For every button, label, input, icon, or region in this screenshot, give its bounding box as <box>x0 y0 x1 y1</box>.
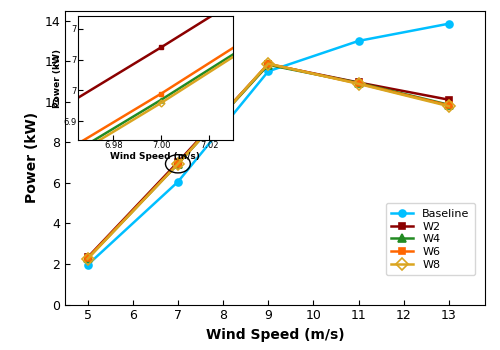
W2 <box>84 256 90 260</box>
W8 <box>84 257 90 261</box>
Legend: Baseline, W2, W4, W6, W8: Baseline, W2, W4, W6, W8 <box>386 203 475 275</box>
Baseline <box>265 69 271 73</box>
W8 <box>265 62 271 66</box>
W8 <box>446 104 452 108</box>
Line: W4: W4 <box>84 61 453 262</box>
W6 <box>446 103 452 107</box>
Baseline <box>356 39 362 43</box>
W2 <box>265 62 271 66</box>
W8 <box>175 162 181 166</box>
W4 <box>446 103 452 107</box>
Line: W6: W6 <box>84 60 452 261</box>
W4 <box>175 162 181 166</box>
Line: Baseline: Baseline <box>84 20 452 268</box>
W4 <box>356 81 362 85</box>
Baseline <box>175 180 181 184</box>
W4 <box>265 63 271 67</box>
Baseline <box>446 22 452 26</box>
X-axis label: Wind Speed (m/s): Wind Speed (m/s) <box>206 328 344 342</box>
Line: W2: W2 <box>84 61 452 261</box>
Y-axis label: Power (kW): Power (kW) <box>24 112 38 203</box>
W2 <box>175 160 181 164</box>
W2 <box>446 98 452 102</box>
Line: W8: W8 <box>84 60 453 263</box>
W4 <box>84 256 90 260</box>
W8 <box>356 82 362 86</box>
Baseline <box>84 263 90 267</box>
W2 <box>356 80 362 85</box>
W6 <box>84 256 90 260</box>
W6 <box>175 162 181 166</box>
W6 <box>265 62 271 66</box>
W6 <box>356 82 362 86</box>
